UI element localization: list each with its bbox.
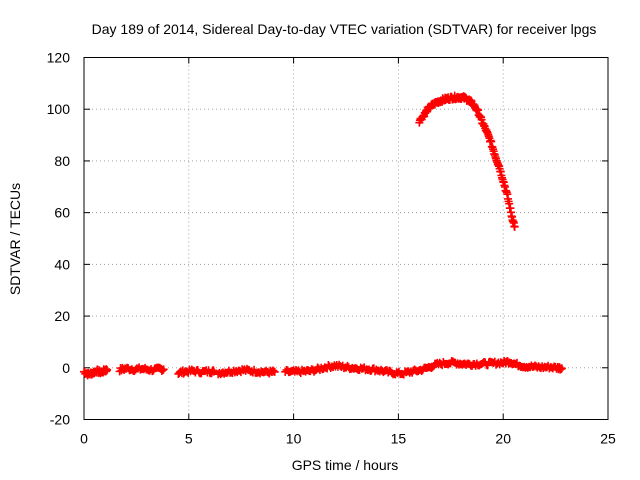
tick-labels: 0 5 10 15 20 25 -20 0 20 40 60 80 100 120 <box>47 50 616 447</box>
series-seg-6 <box>415 91 519 231</box>
series-seg-5 <box>281 356 566 379</box>
plot-frame <box>83 57 609 420</box>
grid-lines <box>84 57 608 420</box>
x-tick-label: 5 <box>185 431 193 447</box>
data-point <box>270 367 279 376</box>
x-tick-label: 15 <box>391 431 407 447</box>
y-tick-label: 0 <box>62 360 70 376</box>
data-series <box>80 91 566 380</box>
x-tick-label: 0 <box>80 431 88 447</box>
series-seg-3 <box>174 365 218 378</box>
x-tick-label: 25 <box>600 431 616 447</box>
x-tick-label: 10 <box>286 431 302 447</box>
data-point <box>159 365 168 374</box>
data-point <box>557 364 566 373</box>
series-seg-4 <box>214 364 279 379</box>
series-seg-1 <box>80 365 112 380</box>
axis-ticks <box>83 57 609 420</box>
y-tick-label: -20 <box>50 412 70 428</box>
y-tick-label: 120 <box>47 50 71 66</box>
y-tick-label: 60 <box>54 205 70 221</box>
series-seg-2 <box>115 363 168 376</box>
data-point <box>103 365 112 374</box>
y-tick-label: 20 <box>54 308 70 324</box>
y-axis-label: SDTVAR / TECUs <box>7 183 23 295</box>
x-axis-label: GPS time / hours <box>292 457 399 473</box>
x-tick-label: 20 <box>495 431 511 447</box>
y-tick-label: 100 <box>47 101 71 117</box>
chart-title: Day 189 of 2014, Sidereal Day-to-day VTE… <box>92 21 597 37</box>
data-point <box>510 222 519 231</box>
y-tick-label: 80 <box>54 153 70 169</box>
y-tick-label: 40 <box>54 256 70 272</box>
data-point <box>209 367 218 376</box>
